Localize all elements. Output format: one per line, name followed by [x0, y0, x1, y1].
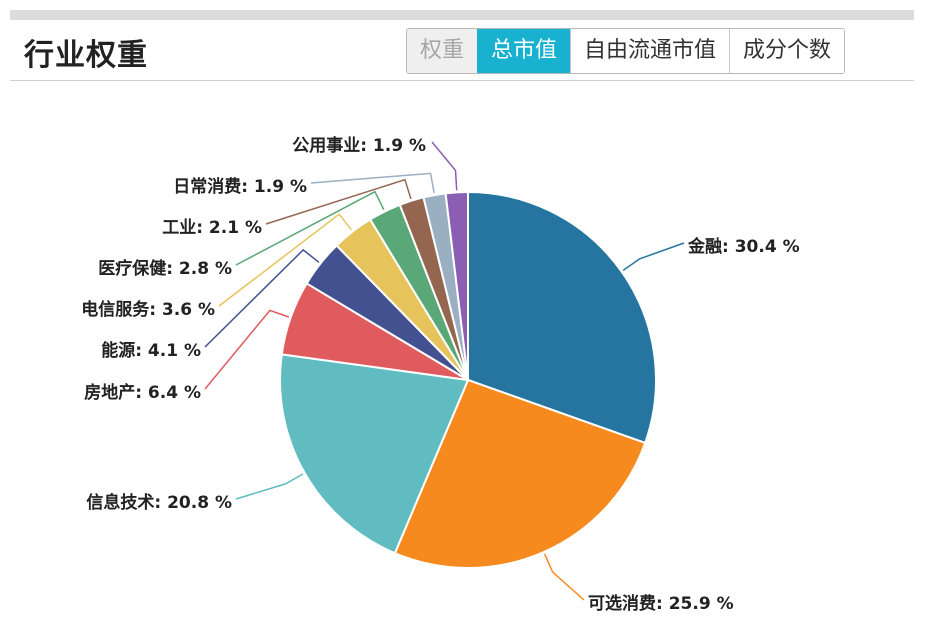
tab-constituent-count[interactable]: 成分个数: [729, 29, 845, 73]
slice-label-0: 金融: 30.4 %: [687, 236, 800, 257]
slice-label-9: 公用事业: 1.9 %: [292, 136, 426, 156]
leader-line-2: [235, 473, 304, 500]
pie-slice-2: [279, 353, 470, 555]
slice-label-5: 电信服务: 3.6 %: [81, 299, 215, 320]
slice-label-6: 医疗保健: 2.8 %: [98, 258, 232, 279]
weight-mode-tabs: 权重 总市值 自由流通市值 成分个数: [406, 28, 846, 74]
slice-label-1: 可选消费: 25.9 %: [588, 593, 734, 614]
header-divider: [10, 80, 914, 81]
tab-weight[interactable]: 权重: [407, 29, 478, 73]
pie-slice-0: [467, 190, 657, 445]
tab-total-market-cap[interactable]: 总市值: [477, 29, 571, 73]
leader-line-0: [622, 242, 685, 272]
page-title: 行业权重: [24, 38, 148, 73]
pie-slice-9: [444, 190, 469, 381]
leader-line-9: [431, 141, 458, 191]
leader-line-3: [204, 309, 290, 390]
pie-slice-1: [393, 378, 647, 569]
slice-label-7: 工业: 2.1 %: [162, 218, 262, 238]
slice-label-2: 信息技术: 20.8 %: [86, 492, 232, 513]
tab-free-float-market-cap[interactable]: 自由流通市值: [570, 29, 730, 73]
slice-label-3: 房地产: 6.4 %: [84, 382, 201, 403]
slice-label-8: 日常消费: 1.9 %: [173, 176, 307, 197]
leader-line-4: [204, 248, 320, 348]
leader-line-7: [265, 178, 412, 225]
slice-label-4: 能源: 4.1 %: [101, 340, 201, 361]
leader-line-1: [543, 553, 585, 601]
leader-line-8: [310, 172, 435, 194]
leader-line-6: [235, 190, 385, 266]
top-bar: [10, 10, 914, 20]
leader-line-5: [218, 213, 352, 307]
